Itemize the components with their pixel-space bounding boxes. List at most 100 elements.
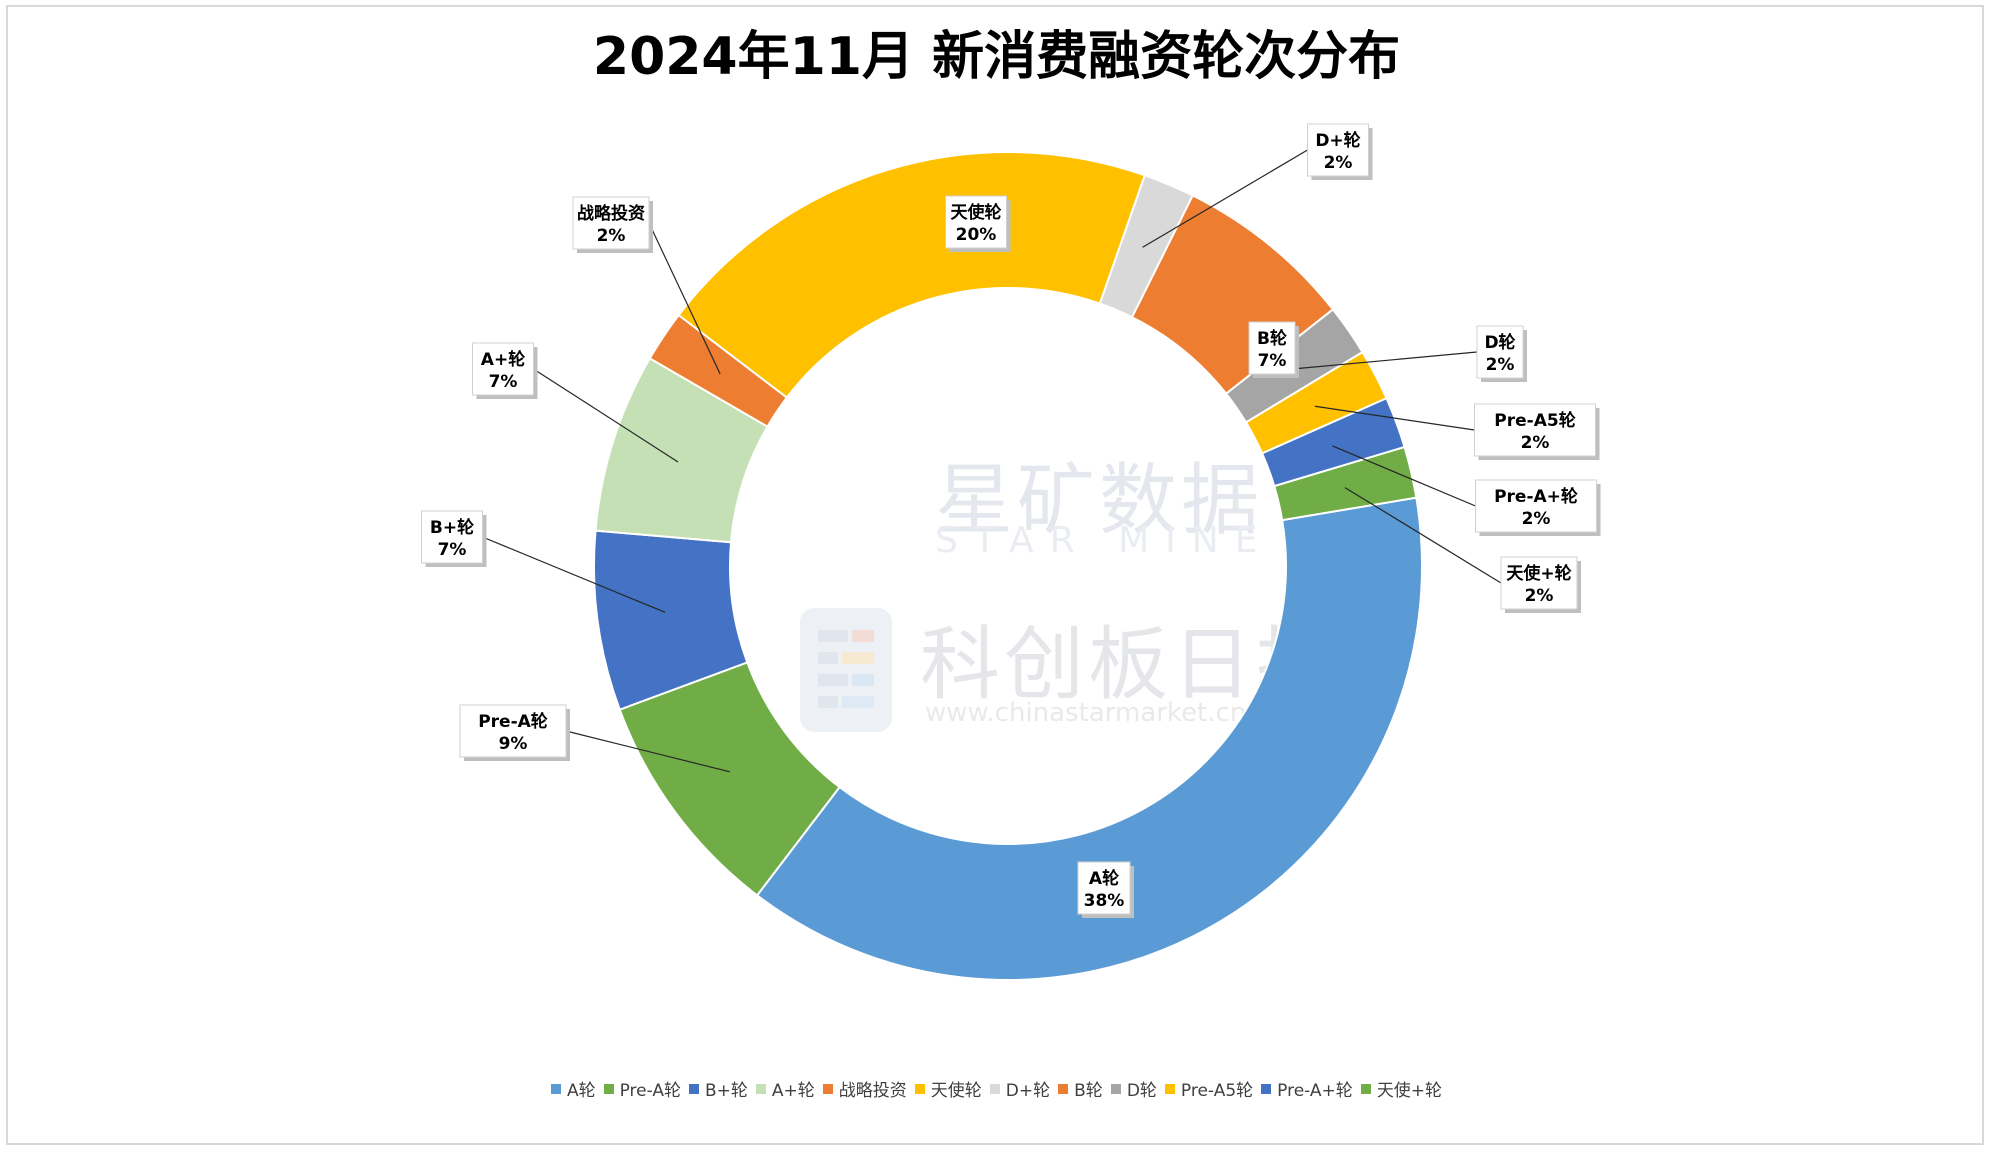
data-label-value: 38% — [1084, 891, 1125, 911]
leader-lines — [482, 149, 1502, 773]
data-label-B+轮: B+轮7% — [421, 510, 487, 567]
data-label-name: Pre-A+轮 — [1494, 486, 1578, 507]
legend-swatch — [550, 1083, 561, 1094]
data-label-B轮: B轮7% — [1248, 321, 1299, 378]
data-label-value: 7% — [1258, 351, 1287, 371]
legend-label: D轮 — [1126, 1081, 1157, 1101]
data-label-name: Pre-A5轮 — [1494, 410, 1575, 431]
data-label-box — [472, 342, 534, 396]
leader-line-Pre-A+轮 — [1332, 445, 1476, 507]
slice-天使轮 — [677, 151, 1147, 399]
legend-swatch — [914, 1083, 925, 1094]
legend-swatch — [989, 1083, 1000, 1094]
leader-line-战略投资 — [648, 222, 721, 375]
leader-line-A+轮 — [533, 368, 679, 463]
data-label-value: 7% — [438, 540, 467, 560]
legend-item-Pre-A轮: Pre-A轮 — [603, 1076, 681, 1101]
chart-title: 2024年11月 新消费融资轮次分布 — [592, 27, 1401, 87]
legend-swatch — [689, 1083, 699, 1094]
data-label-value: 7% — [489, 372, 518, 392]
data-label-Pre-A+轮: Pre-A+轮2% — [1475, 479, 1601, 536]
data-label-box — [945, 195, 1007, 249]
data-label-A+轮: A+轮7% — [472, 342, 538, 399]
leader-line-天使+轮 — [1344, 487, 1502, 584]
data-label-D轮: D轮2% — [1476, 325, 1527, 382]
legend-item-Pre-A+轮: Pre-A+轮 — [1261, 1076, 1353, 1101]
legend-item-战略投资: 战略投资 — [822, 1076, 907, 1101]
legend-item-天使+轮: 天使+轮 — [1360, 1076, 1443, 1101]
legend-swatch — [755, 1083, 766, 1094]
data-label-D+轮: D+轮2% — [1307, 123, 1373, 180]
legend-swatch — [1360, 1083, 1371, 1094]
watermark-url: www.chinastarmarket.cn — [925, 698, 1247, 728]
legend-label: Pre-A+轮 — [1277, 1081, 1353, 1101]
data-label-value: 2% — [1522, 509, 1551, 529]
legend-label: 天使+轮 — [1376, 1081, 1443, 1101]
data-label-value: 2% — [1486, 355, 1515, 375]
leader-line-B+轮 — [482, 536, 666, 613]
legend-label: A+轮 — [771, 1081, 815, 1101]
legend-label: Pre-A5轮 — [1180, 1081, 1254, 1101]
data-label-name: A轮 — [1089, 868, 1119, 889]
data-label-name: 天使轮 — [951, 202, 1002, 223]
data-label-name: 天使+轮 — [1506, 563, 1571, 584]
legend-item-Pre-A5轮: Pre-A5轮 — [1164, 1076, 1254, 1101]
data-label-value: 2% — [597, 226, 626, 246]
legend-label: 天使轮 — [930, 1081, 982, 1101]
legend-item-B轮: B轮 — [1058, 1076, 1103, 1101]
data-label-name: D轮 — [1484, 332, 1515, 353]
legend-label: 战略投资 — [838, 1081, 907, 1101]
leader-line-Pre-A轮 — [565, 730, 731, 773]
watermark-star-mine-en: STAR MINE — [935, 520, 1274, 561]
legend-item-D轮: D轮 — [1110, 1076, 1157, 1101]
data-label-box — [572, 196, 650, 250]
data-label-value: 2% — [1521, 433, 1550, 453]
data-label-name: A+轮 — [481, 349, 525, 370]
legend-label: D+轮 — [1005, 1081, 1051, 1101]
watermark-star-mine-cn: 星矿数据 — [935, 456, 1264, 546]
data-label-box — [1475, 479, 1597, 533]
data-label-box — [1500, 556, 1578, 610]
legend-swatch — [1164, 1083, 1175, 1094]
data-label-name: D+轮 — [1315, 130, 1360, 151]
data-label-box — [1307, 123, 1369, 177]
slice-天使+轮 — [1273, 445, 1418, 522]
data-label-value: 20% — [956, 225, 997, 245]
legend-label: B+轮 — [705, 1081, 748, 1101]
leader-line-Pre-A5轮 — [1314, 405, 1475, 431]
data-label-box — [459, 704, 567, 758]
legend-item-天使轮: 天使轮 — [914, 1076, 982, 1101]
data-label-value: 2% — [1324, 153, 1353, 173]
data-label-value: 2% — [1525, 586, 1554, 606]
data-label-天使+轮: 天使+轮2% — [1500, 556, 1581, 613]
legend-label: B轮 — [1074, 1081, 1103, 1101]
leader-line-D轮 — [1292, 351, 1478, 370]
data-label-name: 战略投资 — [577, 203, 645, 224]
legend-swatch — [603, 1083, 614, 1094]
legend-item-A+轮: A+轮 — [755, 1076, 815, 1101]
legend-swatch — [1110, 1083, 1121, 1094]
legend-swatch — [1058, 1083, 1069, 1094]
legend-item-B+轮: B+轮 — [689, 1076, 748, 1101]
data-label-box — [1077, 861, 1131, 915]
slice-A轮 — [755, 496, 1423, 981]
data-label-box — [421, 510, 483, 564]
legend-label: Pre-A轮 — [619, 1081, 681, 1101]
watermark-logo-icon — [800, 608, 892, 732]
data-label-box — [1248, 321, 1296, 375]
data-label-name: Pre-A轮 — [478, 711, 548, 732]
data-labels: A轮38%Pre-A轮9%B+轮7%A+轮7%战略投资2%天使轮20%D+轮2%… — [421, 123, 1601, 918]
data-label-Pre-A轮: Pre-A轮9% — [459, 704, 570, 761]
legend: A轮 Pre-A轮 B+轮 A+轮 战略投资 天使轮 D+轮 B轮 D轮 Pre-A5轮 Pre-A… — [0, 1076, 1993, 1101]
data-label-box — [1476, 325, 1524, 379]
legend-swatch — [822, 1083, 833, 1094]
legend-swatch — [1261, 1083, 1272, 1094]
legend-item-A轮: A轮 — [550, 1076, 596, 1101]
legend-label: A轮 — [566, 1081, 596, 1101]
data-label-box — [1474, 403, 1596, 457]
